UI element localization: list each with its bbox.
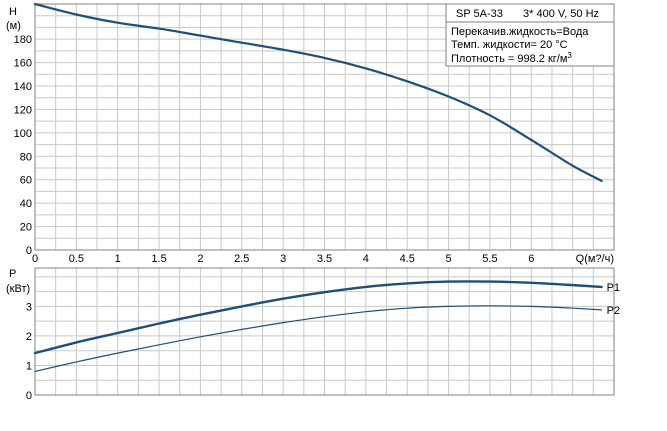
power-series-label-p2: P2 [607,305,620,317]
head-y-axis-unit: (м) [6,20,21,32]
head-y-axis-label: H [9,6,17,18]
flow-x-tick-label: 3.5 [317,253,332,265]
head-y-tick-label: 60 [20,175,32,187]
info-box: SP 5A-33 3* 400 V, 50 Hz Перекачив.жидко… [445,3,615,67]
flow-x-tick-label: 1 [115,253,121,265]
flow-x-tick-label: 5 [446,253,452,265]
head-curve [33,2,603,182]
power-y-axis-label: P [9,268,16,280]
power-y-tick-label: 2 [26,331,32,343]
flow-x-tick-label: 0.5 [69,253,84,265]
pump-model: SP 5A-33 [456,8,503,20]
head-y-tick-label: 120 [14,104,32,116]
power-curve-p2 [34,305,603,372]
flow-x-tick-label: 2 [197,253,203,265]
power-y-axis-unit: (кВт) [6,283,30,295]
power-y-tick-label: 1 [26,360,32,372]
power-curve-p1 [33,280,603,355]
flow-x-tick-label: 4.5 [400,253,415,265]
fluid-density-exponent: 3 [567,51,572,60]
head-y-tick-label: 180 [14,34,32,46]
flow-x-tick-label: 2.5 [234,253,249,265]
power-y-tick-label: 0 [26,390,32,402]
fluid-density: Плотность = 998.2 кг/м3 [451,51,572,65]
fluid-density-value: Плотность = 998.2 кг/м [451,53,567,65]
head-y-tick-label: 20 [20,222,32,234]
head-y-tick-label: 40 [20,198,32,210]
flow-x-tick-label: 4 [363,253,369,265]
head-y-tick-label: 140 [14,81,32,93]
flow-x-tick-label: 6 [528,253,534,265]
fluid-temperature: Темп. жидкости= 20 °C [451,39,568,51]
head-y-tick-label: 0 [26,245,32,257]
fluid-type: Перекачив.жидкость=Вода [451,26,589,38]
flow-x-tick-label: 0 [32,253,38,265]
head-y-tick-labels: 0 20 40 60 80 100 120 140 160 180 [14,34,32,257]
head-x-tick-labels: 0 0.5 1 1.5 2 2.5 3 3.5 4 4.5 5 5.5 6 [32,253,534,265]
head-panel-frame [34,3,615,251]
flow-x-tick-label: 1.5 [151,253,166,265]
flow-x-axis-label: Q(м?/ч) [576,253,614,265]
power-y-tick-label: 3 [26,301,32,313]
power-y-tick-labels: 0 1 2 3 [26,301,32,402]
head-y-tick-label: 160 [14,58,32,70]
head-y-tick-label: 80 [20,151,32,163]
head-panel: 0 20 40 60 80 100 120 140 160 180 0 0.5 1 1.5 2 2.5 3 3.… [6,2,615,265]
pump-supply: 3* 400 V, 50 Hz [523,8,599,20]
power-series-label-p1: P1 [607,282,620,294]
power-panel: 0 1 2 3 P1 P2 P (кВт) [6,267,620,402]
head-y-tick-label: 100 [14,128,32,140]
flow-x-tick-label: 3 [280,253,286,265]
flow-x-tick-label: 5.5 [482,253,497,265]
info-box-frame [445,3,615,67]
power-panel-frame [34,267,615,396]
